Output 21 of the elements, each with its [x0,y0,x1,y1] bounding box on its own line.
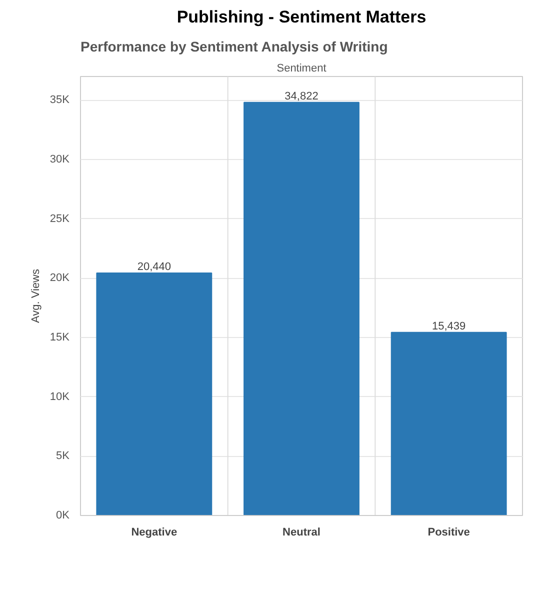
y-tick-label: 30K [50,154,70,166]
y-tick-label: 35K [50,94,70,106]
y-tick-label: 0K [56,510,70,522]
x-tick-label: Positive [428,526,470,538]
data-label: 20,440 [137,260,171,273]
y-tick-label: 5K [56,450,70,462]
bar [390,332,507,516]
bar [96,272,212,516]
y-tick-label: 25K [50,212,70,225]
x-axis-title: Sentiment [276,62,326,74]
y-axis-title: Avg. Views [30,268,42,324]
data-label: 34,822 [284,90,318,102]
chart-title: Publishing - Sentiment Matters [176,8,426,26]
y-tick-label: 20K [50,272,70,284]
chart-subtitle: Performance by Sentiment Analysis of Writing [80,38,388,54]
data-label: 15,439 [432,320,466,332]
y-tick-label: 15K [50,332,70,344]
y-tick-label: 10K [50,390,70,403]
x-tick-label: Neutral [282,526,320,538]
bar [244,102,360,516]
x-tick-label: Negative [131,526,178,538]
